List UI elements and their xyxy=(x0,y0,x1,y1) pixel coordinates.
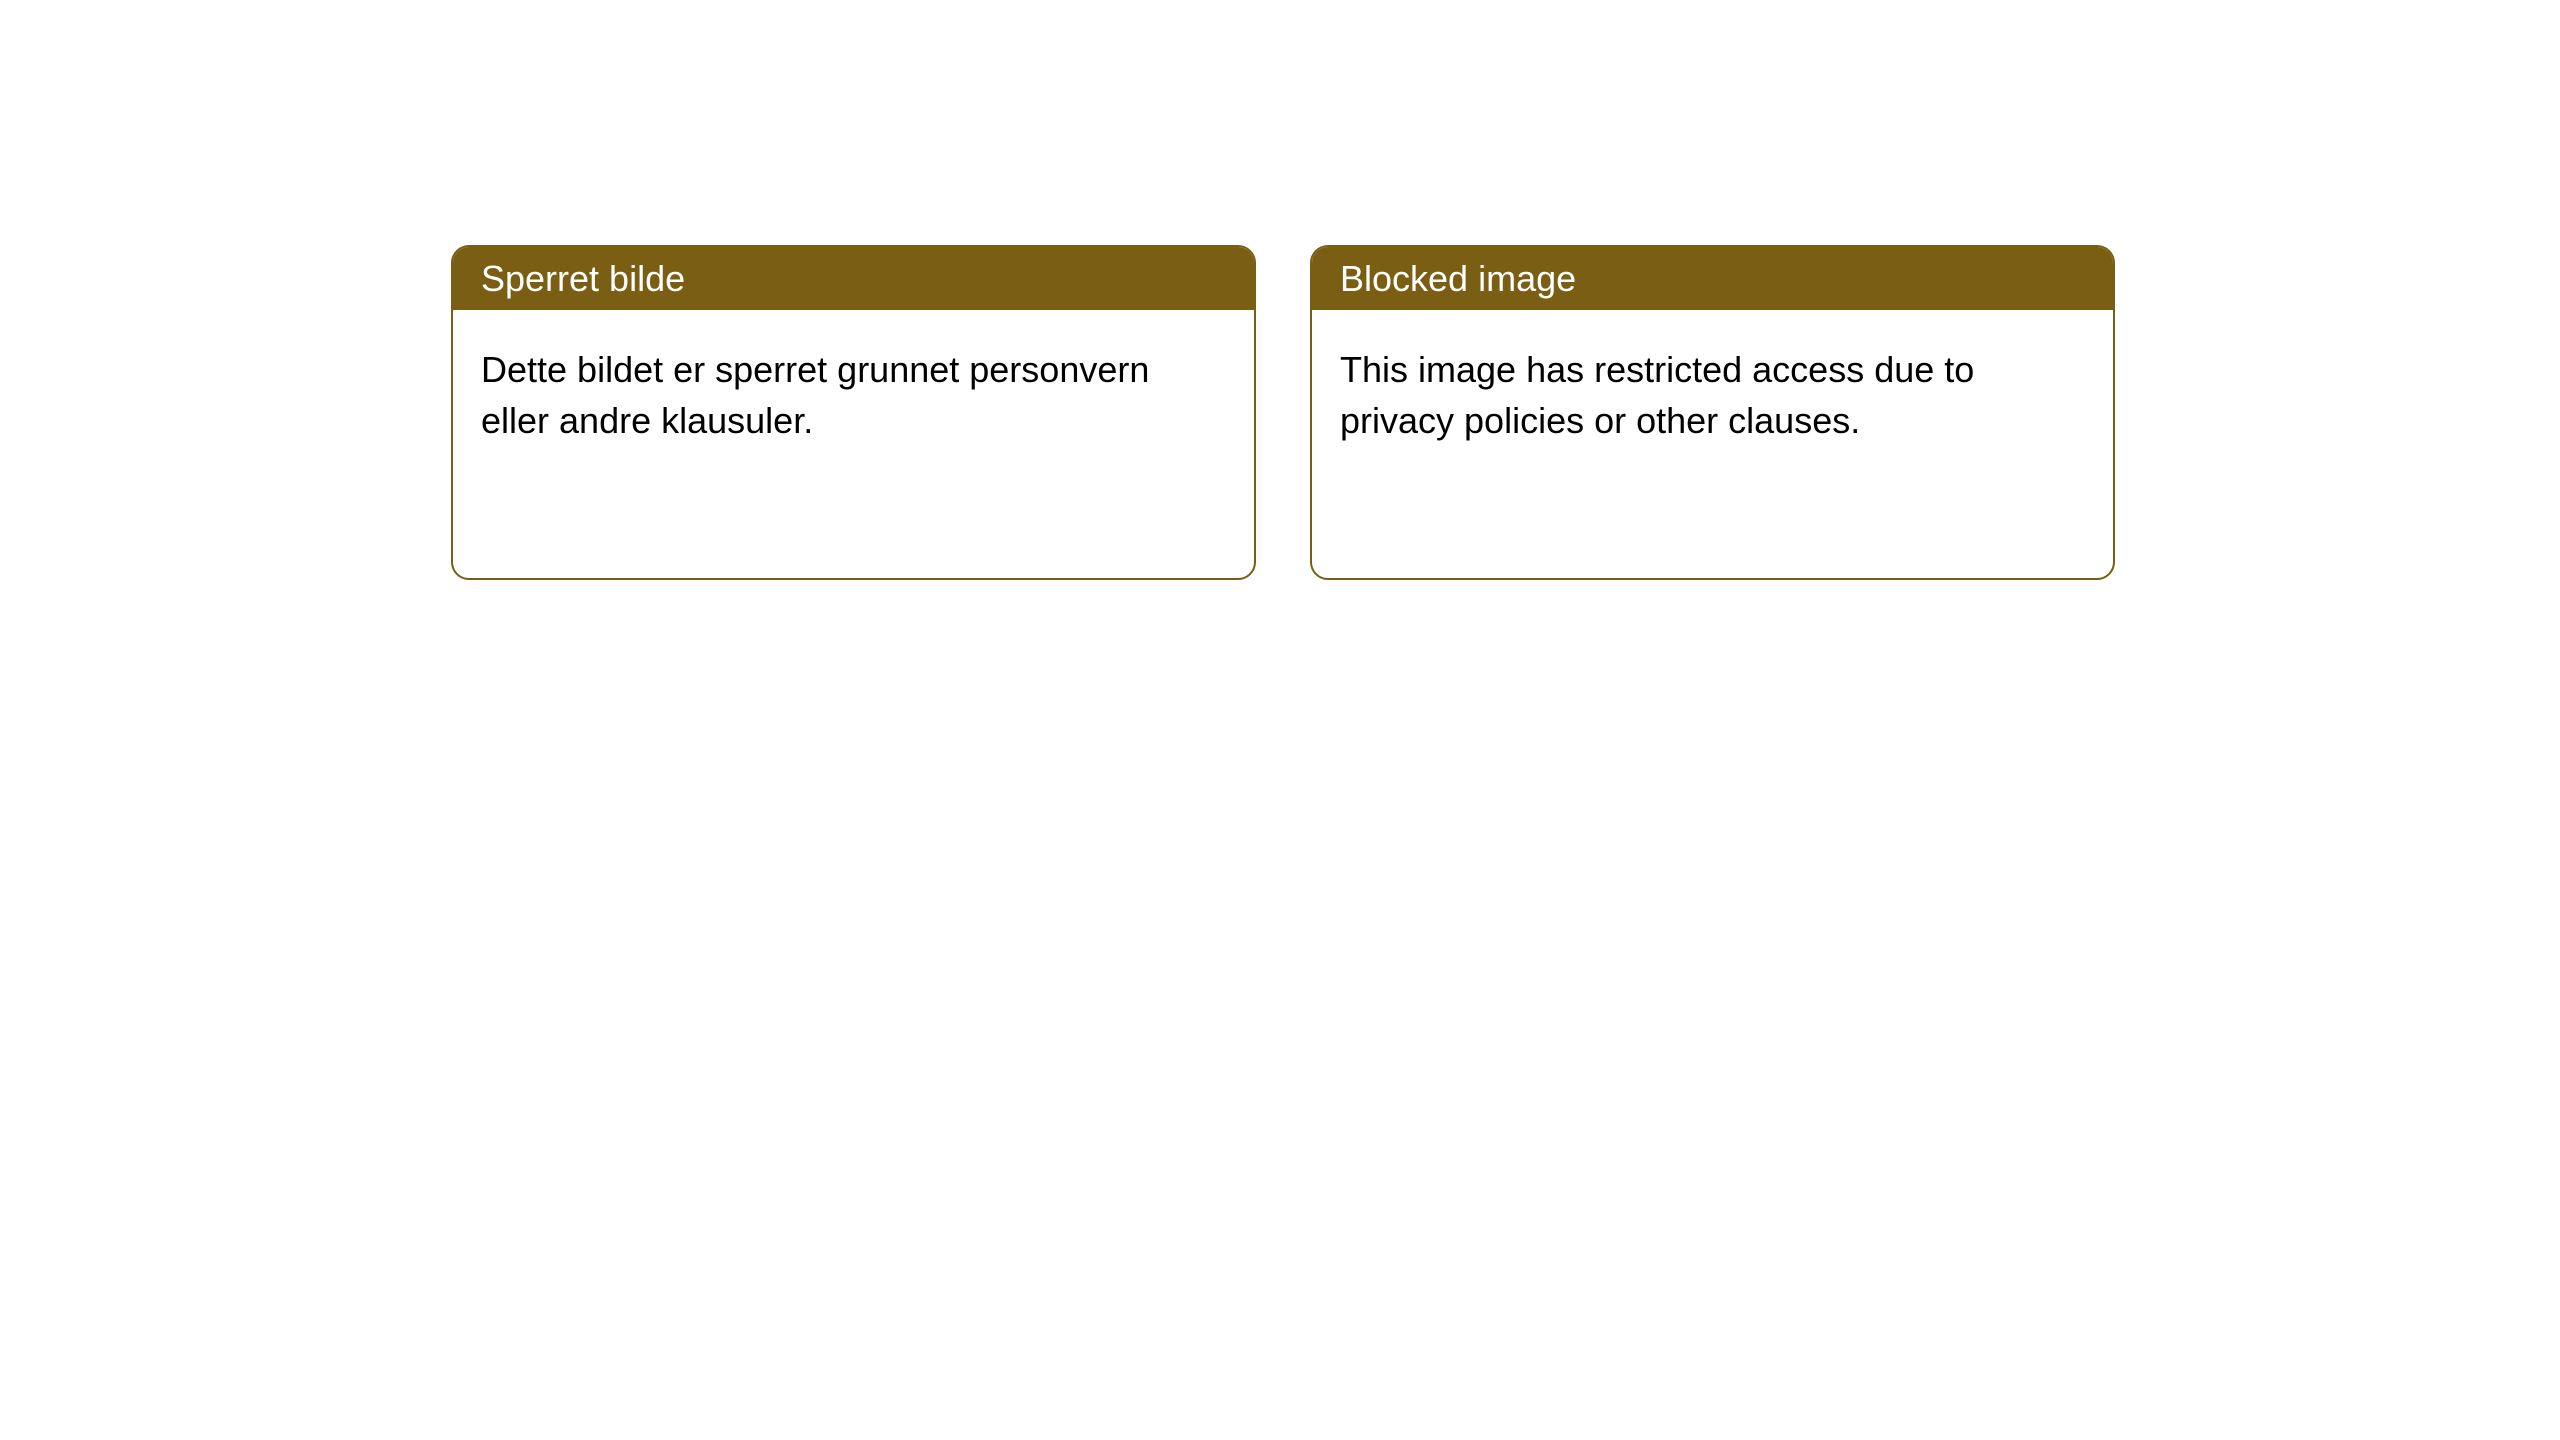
card-header-norwegian: Sperret bilde xyxy=(453,247,1254,310)
card-header-english: Blocked image xyxy=(1312,247,2113,310)
card-body-norwegian: Dette bildet er sperret grunnet personve… xyxy=(453,310,1254,480)
card-title-english: Blocked image xyxy=(1340,258,1576,299)
card-container: Sperret bilde Dette bildet er sperret gr… xyxy=(451,245,2115,580)
blocked-image-card-english: Blocked image This image has restricted … xyxy=(1310,245,2115,580)
card-body-text-norwegian: Dette bildet er sperret grunnet personve… xyxy=(481,349,1149,441)
blocked-image-card-norwegian: Sperret bilde Dette bildet er sperret gr… xyxy=(451,245,1256,580)
card-body-english: This image has restricted access due to … xyxy=(1312,310,2113,480)
card-body-text-english: This image has restricted access due to … xyxy=(1340,349,1974,441)
card-title-norwegian: Sperret bilde xyxy=(481,258,685,299)
